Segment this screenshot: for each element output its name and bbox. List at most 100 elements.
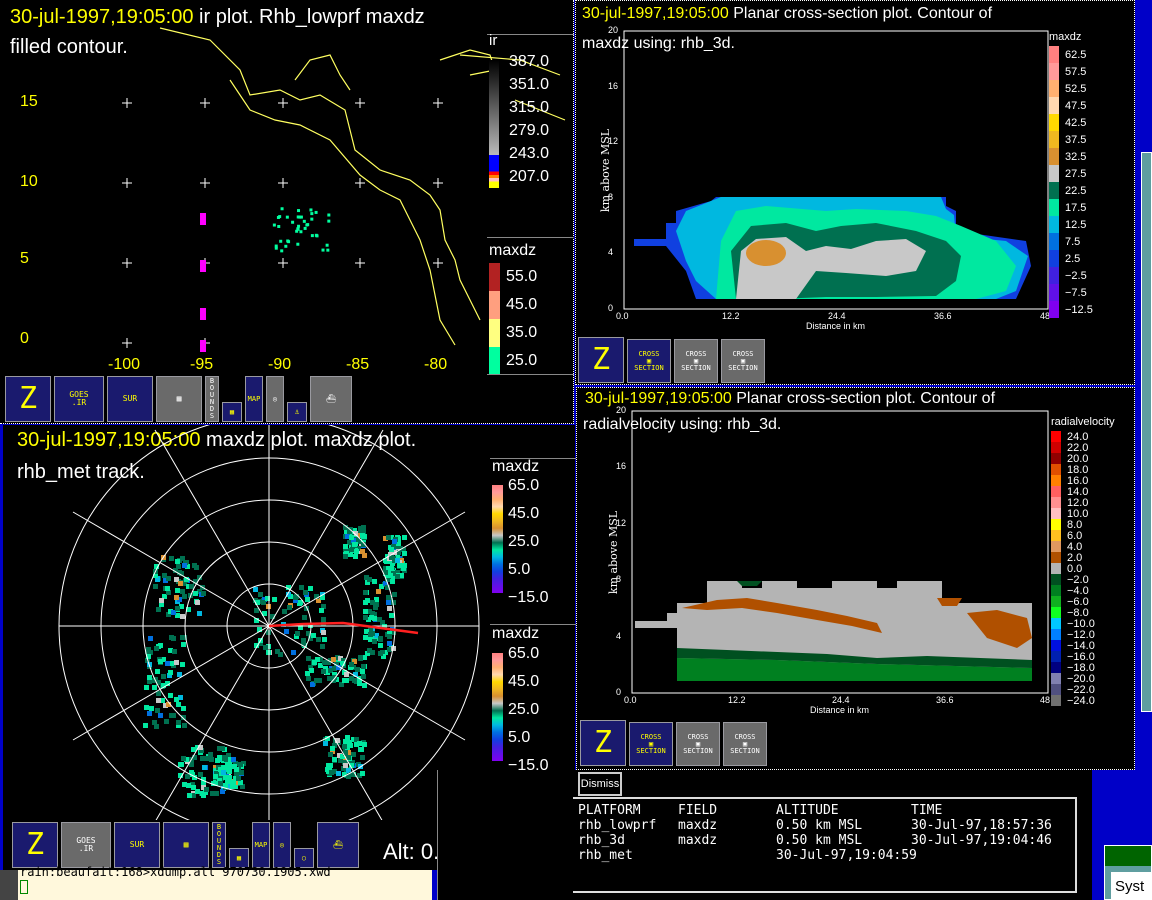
- echo-cell: [222, 756, 227, 761]
- echo-cell: [178, 695, 183, 700]
- echo-cell: [388, 552, 393, 557]
- toolbar-button-ship[interactable]: ⛴: [317, 822, 359, 868]
- system-window[interactable]: Syst: [1104, 845, 1152, 900]
- toolbar-button-ship[interactable]: ⛴: [310, 376, 352, 422]
- toolbar-button-rings[interactable]: ◎: [273, 822, 291, 868]
- echo-cell: [345, 548, 350, 553]
- background-window[interactable]: [1141, 152, 1152, 712]
- colorbar-label: 8.0: [1067, 518, 1083, 531]
- toolbar-button-grid[interactable]: ▦: [163, 822, 209, 868]
- echo-cell: [321, 248, 325, 252]
- echo-cell: [180, 556, 185, 561]
- x-tick-label: 12.2: [728, 695, 746, 705]
- colorbar-swatch: [1051, 563, 1061, 574]
- echo-cell: [385, 577, 390, 582]
- toolbar-button-map[interactable]: MAP: [245, 376, 263, 422]
- toolbar-button-sur[interactable]: SUR: [107, 376, 153, 422]
- ir-legend-label: 387.0: [509, 52, 550, 70]
- toolbar-button-sur[interactable]: SUR: [114, 822, 160, 868]
- echo-cell: [396, 541, 401, 546]
- echo-cell: [274, 244, 278, 248]
- terminal-window[interactable]: rain:beaufait:168>xdump.all 970730.1905.…: [0, 866, 432, 900]
- toolbar-button-buoy[interactable]: ⚓: [287, 402, 307, 422]
- toolbar-button-z[interactable]: Z: [578, 337, 624, 383]
- toolbar-button-bounds[interactable]: B O U N D S: [212, 822, 226, 868]
- echo-cell: [168, 693, 173, 698]
- echo-cell: [373, 636, 378, 641]
- toolbar-button-grid2[interactable]: ▦: [222, 402, 242, 422]
- toolbar-button-grid[interactable]: ▦: [156, 376, 202, 422]
- grid-cross: [122, 98, 132, 108]
- y-tick-label: 12: [608, 136, 619, 147]
- echo-cell: [154, 564, 159, 569]
- echo-cell: [159, 598, 164, 603]
- echo-cell: [383, 570, 388, 575]
- echo-cell: [320, 644, 325, 649]
- dismiss-button[interactable]: Dismiss: [578, 772, 622, 796]
- toolbar-button-cross-section[interactable]: CROSS ▣ SECTION: [674, 339, 718, 383]
- ir-legend-label: 243.0: [509, 144, 550, 162]
- echo-cell: [231, 757, 236, 762]
- echo-cell: [386, 600, 391, 605]
- toolbar-button-z[interactable]: Z: [12, 822, 58, 868]
- toolbar-button-map[interactable]: MAP: [252, 822, 270, 868]
- xsec1-title-time: 30-jul-1997,19:05:00: [582, 5, 729, 22]
- echo-cell: [372, 616, 377, 621]
- colorbar-swatch: [1051, 574, 1061, 585]
- table-cell: rhb_lowprf: [578, 818, 657, 833]
- colorbar-swatch: [1049, 131, 1059, 148]
- echo-cell: [342, 760, 347, 765]
- echo-cell: [389, 555, 394, 560]
- table-cell: rhb_met: [578, 848, 633, 863]
- echo-cell: [181, 642, 186, 647]
- echo-cell: [343, 525, 348, 530]
- toolbar-button-z[interactable]: Z: [580, 720, 626, 766]
- echo-cell: [263, 645, 268, 650]
- legend-label: 25.0: [506, 352, 538, 369]
- toolbar-button-cross-section[interactable]: CROSS ▣ SECTION: [723, 722, 767, 766]
- toolbar-button-z[interactable]: Z: [5, 376, 51, 422]
- echo-cell: [361, 538, 366, 543]
- toolbar-button-bounds[interactable]: B O U N D S: [205, 376, 219, 422]
- echo-cell: [391, 646, 396, 651]
- echo-cell: [298, 600, 303, 605]
- echo-cell: [184, 577, 189, 582]
- echo-cell: [386, 595, 391, 600]
- echo-cell: [363, 635, 368, 640]
- echo-cell: [158, 713, 163, 718]
- toolbar-button-circle[interactable]: ○: [294, 848, 314, 868]
- echo-cell: [314, 594, 319, 599]
- echo-cell: [286, 592, 291, 597]
- echo-cell: [162, 594, 167, 599]
- toolbar-button-cross-section[interactable]: CROSS ▣ SECTION: [721, 339, 765, 383]
- toolbar-button-grid2[interactable]: ▦: [229, 848, 249, 868]
- toolbar-button-rings[interactable]: ◎: [266, 376, 284, 422]
- echo-cell: [350, 772, 355, 777]
- toolbar-button-goes-ir[interactable]: GOES .IR: [61, 822, 111, 868]
- echo-cell: [291, 220, 295, 224]
- grid-cross: [122, 178, 132, 188]
- lat-label: 10: [20, 173, 38, 190]
- toolbar-button-cross-section[interactable]: CROSS ▣ SECTION: [627, 339, 671, 383]
- echo-cell: [155, 576, 160, 581]
- echo-cell: [374, 633, 379, 638]
- echo-cell: [303, 590, 308, 595]
- toolbar-button-cross-section[interactable]: CROSS ▣ SECTION: [629, 722, 673, 766]
- colorbar-label: 7.5: [1065, 235, 1081, 248]
- echo-cell: [362, 683, 367, 688]
- echo-cell: [155, 708, 160, 713]
- colorbar-label: −10.0: [1067, 617, 1095, 630]
- toolbar-button-cross-section[interactable]: CROSS ▣ SECTION: [676, 722, 720, 766]
- echo-cell: [152, 685, 157, 690]
- colorbar-label: −22.0: [1067, 683, 1095, 696]
- echo-cell: [195, 600, 200, 605]
- echo-cell: [146, 654, 151, 659]
- x-axis-label: Distance in km: [810, 705, 870, 715]
- colorbar-swatch: [1049, 284, 1059, 301]
- toolbar-button-goes-ir[interactable]: GOES .IR: [54, 376, 104, 422]
- colorbar-swatch: [1049, 80, 1059, 97]
- echo-cell: [214, 791, 219, 796]
- echo-cell: [295, 631, 300, 636]
- radar-toolbar: Z GOES .IR SUR ▦ B O U N D S ▦ MAP ◎ ○ ⛴: [12, 822, 359, 868]
- colorbar-label: −2.0: [1067, 573, 1089, 586]
